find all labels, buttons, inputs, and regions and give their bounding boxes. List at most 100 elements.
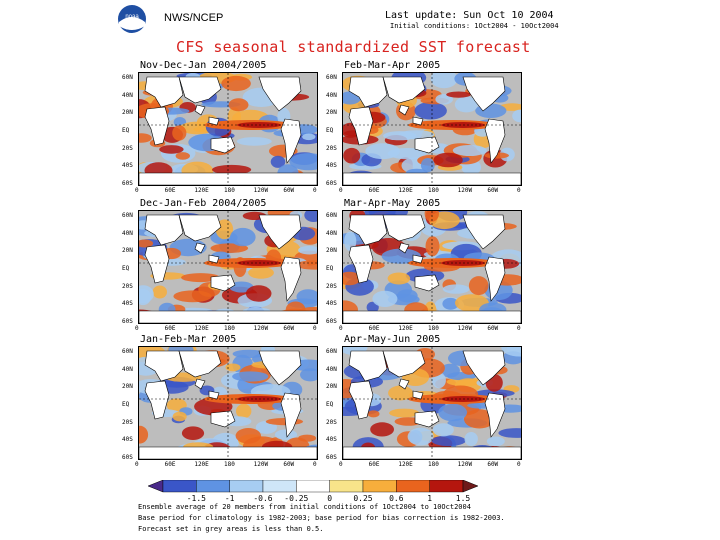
lat-label: 20S — [122, 418, 133, 426]
sst-anomaly-patch — [344, 231, 357, 252]
sst-anomaly-patch — [452, 145, 487, 156]
lon-label: 60W — [283, 461, 295, 468]
land-mass — [484, 392, 506, 438]
sst-anomaly-patch — [298, 245, 317, 255]
lat-label: 20N — [122, 247, 133, 255]
sst-map-amj — [342, 346, 522, 460]
lon-label: 120E — [194, 461, 209, 468]
lon-label: 60W — [487, 187, 499, 194]
lat-label: 40N — [326, 229, 337, 237]
lat-label: 20N — [326, 109, 337, 117]
sst-map-fma — [342, 72, 522, 186]
colorbar-tick-label: 1.5 — [456, 494, 471, 502]
panel-title: Feb-Mar-Apr 2005 — [344, 60, 441, 71]
land-mass — [414, 274, 440, 292]
sst-anomaly-patch — [365, 143, 400, 160]
land-mass — [484, 256, 506, 302]
sst-anomaly-patch — [221, 75, 251, 92]
land-mass — [462, 76, 506, 112]
lon-label: 60E — [164, 187, 176, 194]
lon-label: 180 — [428, 187, 439, 194]
sst-anomaly-patch — [270, 155, 286, 168]
land-mass — [194, 104, 206, 116]
sst-anomaly-patch — [370, 422, 394, 437]
sst-anomaly-patch — [389, 408, 420, 418]
colorbar-tick-label: -0.25 — [284, 494, 308, 502]
lon-label: 0 — [517, 187, 521, 194]
sst-anomaly-patch — [248, 266, 274, 279]
lat-label: EQ — [326, 401, 334, 408]
sst-anomaly-patch — [414, 101, 447, 120]
lon-label: 120W — [457, 325, 473, 332]
lat-label: 40S — [326, 162, 337, 170]
last-update: Last update: Sun Oct 10 2004 — [385, 10, 554, 21]
lat-label: EQ — [326, 265, 334, 272]
lat-label: 40S — [122, 436, 133, 444]
sst-anomaly-patch — [501, 347, 521, 357]
land-mass — [398, 242, 410, 254]
land-mass — [258, 350, 302, 386]
sst-anomaly-patch — [438, 403, 467, 422]
land-mass — [178, 76, 222, 104]
lon-label: 0 — [135, 325, 139, 332]
colorbar-segment — [429, 480, 464, 493]
colorbar-left-arrow — [148, 480, 164, 493]
colorbar-tick-label: 0 — [327, 494, 332, 502]
colorbar-segment — [296, 480, 330, 493]
colorbar-segment — [229, 480, 264, 493]
lon-label: 0 — [135, 187, 139, 194]
land-mass — [194, 378, 206, 390]
panel-title: Dec-Jan-Feb 2004/2005 — [140, 198, 267, 209]
lon-label: 0 — [517, 325, 521, 332]
sst-anomaly-patch — [265, 418, 303, 426]
lat-label: 40N — [326, 91, 337, 99]
land-mass — [484, 118, 506, 164]
lat-label: 40S — [326, 300, 337, 308]
noaa-logo-text: noaa — [125, 14, 139, 20]
lon-label: 0 — [313, 325, 317, 332]
lat-label: 60S — [122, 180, 133, 187]
sst-anomaly-patch — [173, 290, 212, 303]
lon-label: 60E — [368, 187, 380, 194]
sst-anomaly-patch — [432, 423, 454, 437]
lat-label: 40N — [122, 91, 133, 99]
sst-anomaly-patch — [440, 363, 460, 378]
sst-map-djf — [138, 210, 318, 324]
sst-anomaly-patch — [388, 385, 413, 401]
sst-anomaly-patch — [512, 109, 521, 123]
land-mass — [280, 256, 302, 302]
sst-anomaly-patch — [225, 363, 241, 372]
land-mass — [178, 214, 222, 242]
land-mass — [382, 76, 426, 104]
sst-anomaly-patch — [442, 297, 459, 310]
panel-title: Jan-Feb-Mar 2005 — [140, 334, 237, 345]
lat-label: 20S — [326, 144, 337, 152]
sst-anomaly-patch — [175, 152, 190, 160]
lon-label: 60W — [283, 187, 295, 194]
land-mass — [210, 136, 236, 154]
land-mass — [462, 350, 506, 386]
sst-anomaly-patch — [232, 349, 266, 359]
sst-anomaly-patch — [407, 427, 434, 446]
colorbar-right-arrow — [462, 480, 478, 493]
lon-label: 180 — [428, 325, 439, 332]
lon-label: 60W — [487, 325, 499, 332]
land-mass — [398, 104, 410, 116]
land-mass — [414, 136, 440, 154]
lat-label: 60S — [326, 180, 337, 187]
lat-label: 40N — [122, 229, 133, 237]
lat-label: 20S — [326, 282, 337, 290]
lon-label: 120W — [253, 461, 269, 468]
land-mass — [144, 106, 170, 146]
land-mass — [398, 378, 410, 390]
sst-anomaly-patch — [172, 125, 187, 141]
page-title: CFS seasonal standardized SST forecast — [176, 38, 531, 56]
sst-anomaly-patch — [425, 236, 440, 257]
land-mass — [414, 410, 440, 428]
lat-label: 60N — [326, 348, 337, 355]
sst-anomaly-patch — [463, 409, 495, 429]
colorbar: -1.5 -1 -0.6 -0.25 0 0.25 0.6 1 1.5 — [148, 480, 478, 502]
lat-label: 20S — [122, 144, 133, 152]
colorbar-tick-label: -0.6 — [253, 494, 272, 502]
sst-anomaly-patch — [236, 403, 252, 419]
